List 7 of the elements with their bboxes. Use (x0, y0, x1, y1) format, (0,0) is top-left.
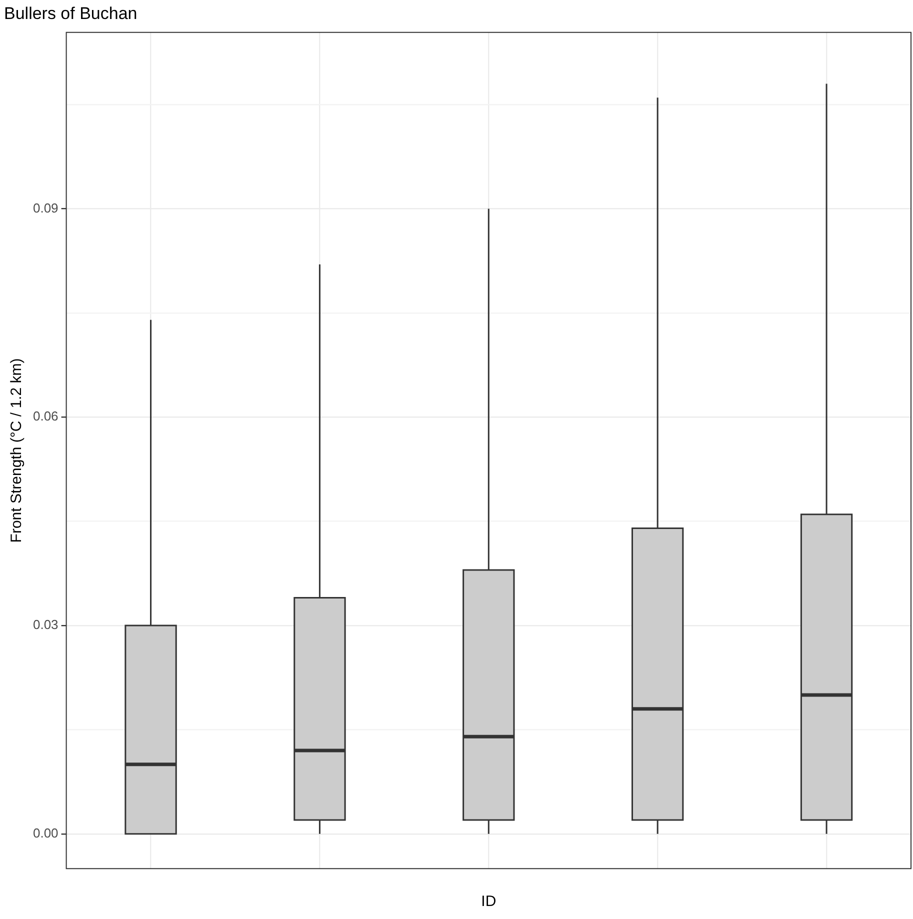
chart-title: Bullers of Buchan (4, 4, 138, 23)
y-tick-label: 0.09 (32, 200, 58, 216)
y-axis-title: Front Strength (°C / 1.2 km) (8, 358, 26, 543)
x-axis-title: ID (481, 893, 496, 910)
y-tick-label: 0.06 (32, 408, 58, 424)
y-tick-label: 0.03 (32, 617, 58, 632)
y-tick-label: 0.00 (32, 825, 58, 840)
